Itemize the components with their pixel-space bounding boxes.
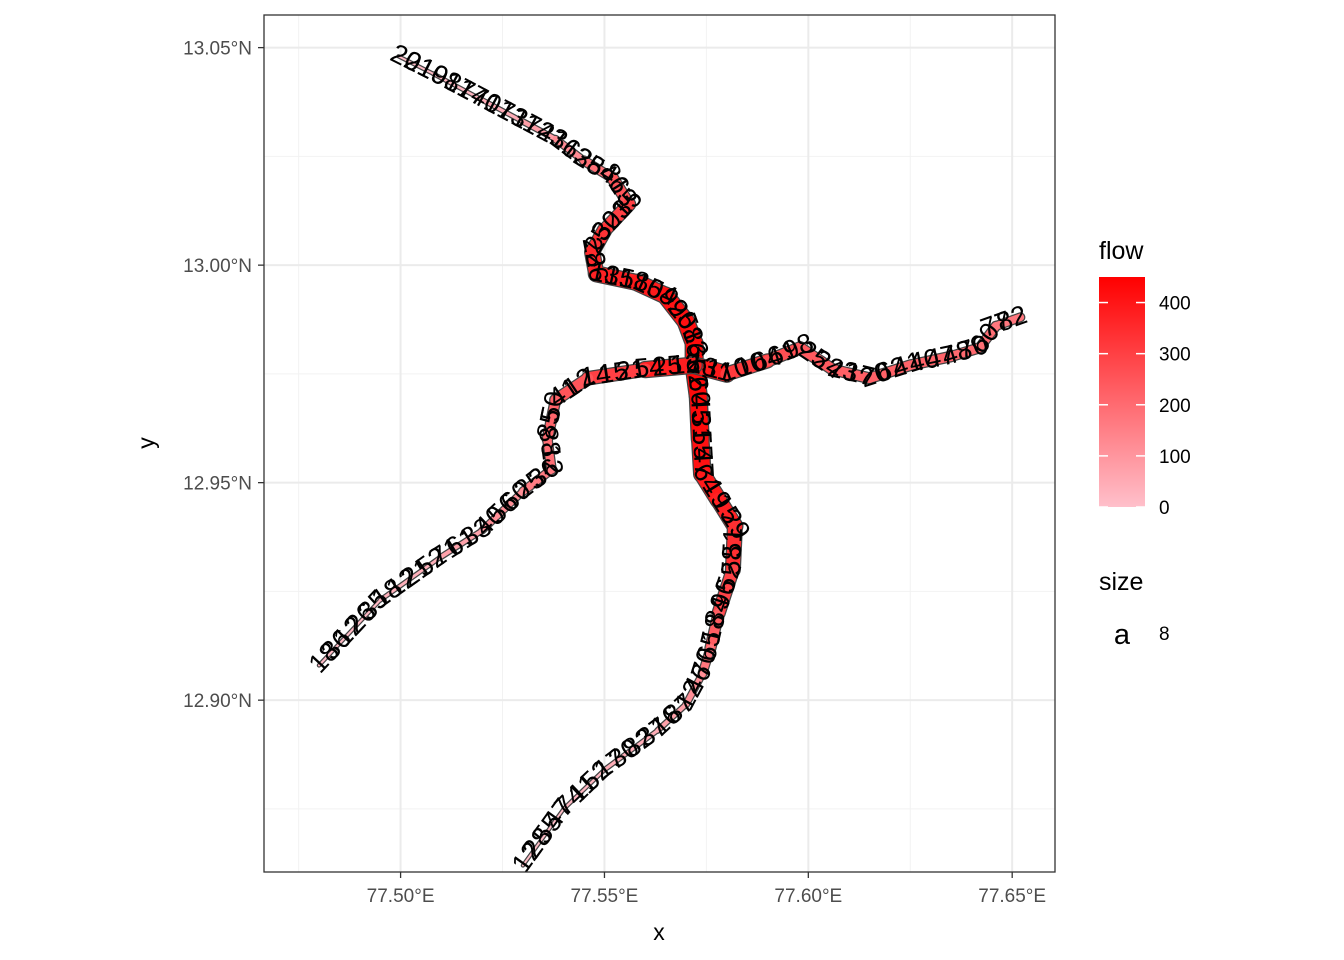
segment-label: 28 [577,235,612,270]
flow-segment [720,354,774,381]
y-tick-label: 12.90°N [183,691,252,712]
flow-segment [975,321,1001,352]
colorbar-break-label: 0 [1159,498,1170,519]
flow-segment [582,363,652,385]
axes: 77.50°E 77.55°E 77.60°E 77.65°E 12.90°N 12.95… [183,39,1046,907]
flow-segment [992,313,1025,330]
flow-segment [552,136,588,164]
flow-segment [480,98,525,124]
segment-label: 12 [535,443,569,477]
segment-label: 13 [587,256,623,292]
flow-segment [479,488,526,534]
x-tick-label: 77.55°E [571,886,639,907]
flow-segment [905,351,956,370]
segment-label: 26 [579,249,614,284]
x-tick-label: 77.65°E [978,886,1046,907]
y-axis-title: y [133,437,159,449]
segment-label: 55 [687,429,719,461]
flow-segment [698,644,715,678]
segment-label: 47 [688,447,720,479]
segment-label: 31 [686,411,717,442]
flow-segment [762,342,806,367]
segment-label: 58 [716,545,747,576]
x-tick-label: 77.60°E [774,886,842,907]
flow-segments [316,54,1026,868]
segment-label: 18 [695,611,731,647]
segment-label: 21 [614,353,648,387]
y-tick-label: 12.95°N [183,474,252,495]
x-axis-title: x [653,919,665,945]
flow-colorbar [1099,277,1145,507]
x-tick-label: 77.50°E [367,886,435,907]
flow-segment [439,528,485,559]
flow-legend-breaks: 0 100 200 300 400 [1099,294,1191,519]
flow-segment [397,55,435,75]
segment-label: 15 [596,355,630,389]
segment-label: 62 [680,357,714,391]
flow-segment [543,435,556,474]
colorbar-break-label: 100 [1159,447,1191,468]
size-legend-title: size [1099,568,1143,596]
segment-label: 51 [717,527,748,558]
flow-segment [655,702,689,733]
segment-label: 12 [669,348,702,381]
segment-label: 50 [535,389,571,425]
flow-segment [550,373,594,406]
colorbar-break-label: 200 [1159,396,1191,417]
segment-label: 47 [923,339,959,375]
flow-segment [828,364,875,383]
segment-label: 65 [681,343,711,373]
flow-segment [705,608,724,653]
flow-segment [683,671,706,708]
flow-segment [580,156,617,183]
grid-lines [264,15,1055,872]
segment-label: 45 [685,394,716,425]
segment-label: 18 [616,262,652,298]
segment-label: 40 [906,343,942,379]
y-tick-label: 13.00°N [183,256,252,277]
colorbar-break-label: 300 [1159,345,1191,366]
flow-segment [520,119,558,142]
plot-panel-border [263,14,1056,873]
size-legend: size a 8 [1099,568,1170,651]
segment-label: 23 [825,352,861,388]
segment-label: 88 [533,425,567,459]
flow-segment [519,466,556,495]
flow-segment [432,72,484,102]
segment-label: 15 [602,259,638,295]
flow-segment [318,599,382,667]
colorbar-break-label: 400 [1159,294,1191,315]
flow-legend-title: flow [1099,237,1144,265]
segment-label: 13 [684,347,721,384]
segment-label: 25 [651,349,684,382]
segment-label: 54 [633,351,666,384]
segment-label: 85 [531,406,567,442]
flow-segment [712,563,739,620]
segment-label: 60 [683,375,717,409]
flow-segment [864,360,915,383]
size-legend-key-glyph: a [1114,619,1131,651]
segment-label: 17 [842,356,878,392]
y-tick-label: 13.05°N [183,39,252,60]
size-legend-label: 8 [1159,624,1170,645]
flow-segment [637,357,702,378]
segment-label: 14 [578,358,612,392]
flow-segment [602,729,660,772]
flow-segment [795,342,838,375]
flow-segment [726,519,742,577]
segment-label: 65 [691,628,727,664]
flow-segment [521,807,565,867]
flow-segment [378,555,443,602]
flow-segment [562,768,606,811]
flow-legend: flow 0 100 200 300 400 [1099,237,1191,519]
flow-segment [946,343,984,361]
flow-segment [542,395,561,444]
